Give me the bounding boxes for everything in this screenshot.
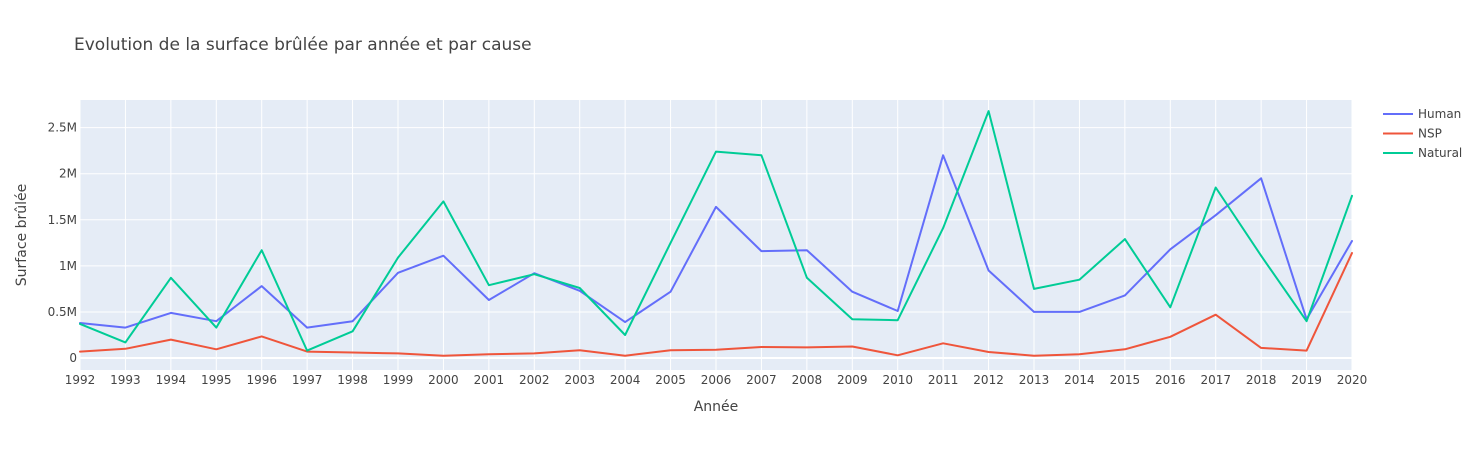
x-tick-label: 2007 xyxy=(746,373,777,387)
series-line-human[interactable] xyxy=(79,154,1353,329)
legend-label: NSP xyxy=(1418,127,1442,141)
legend-label: Natural xyxy=(1418,146,1462,160)
x-tick-label: 2000 xyxy=(428,373,459,387)
y-tick-label: 2M xyxy=(59,167,77,181)
x-axis-ticks: 1992 1993 1994 1995 1996 1997 1998 1999 2000 2001… xyxy=(65,373,1368,387)
y-axis-title: Surface brûlée xyxy=(14,184,30,286)
x-tick-label: 1994 xyxy=(156,373,187,387)
x-tick-label: 2005 xyxy=(655,373,686,387)
x-tick-label: 2010 xyxy=(882,373,913,387)
legend-item-natural[interactable]: Natural xyxy=(1383,146,1462,160)
x-tick-label: 1995 xyxy=(201,373,232,387)
legend[interactable]: Human NSP Natural xyxy=(1383,107,1462,160)
x-tick-label: 2020 xyxy=(1337,373,1368,387)
x-tick-label: 1998 xyxy=(337,373,368,387)
x-tick-label: 2002 xyxy=(519,373,550,387)
x-tick-label: 2003 xyxy=(564,373,595,387)
x-tick-label: 2004 xyxy=(610,373,641,387)
x-tick-label: 2008 xyxy=(792,373,823,387)
x-tick-label: 1997 xyxy=(292,373,323,387)
chart-title: Evolution de la surface brûlée par année… xyxy=(74,35,532,55)
y-tick-label: 1.5M xyxy=(48,213,77,227)
x-tick-label: 2016 xyxy=(1155,373,1186,387)
x-tick-label: 2014 xyxy=(1064,373,1095,387)
series-line-nsp[interactable] xyxy=(79,252,1353,357)
y-tick-label: 2.5M xyxy=(48,121,77,135)
x-tick-label: 1999 xyxy=(383,373,414,387)
y-tick-label: 0 xyxy=(69,351,77,365)
x-tick-label: 2017 xyxy=(1200,373,1231,387)
y-axis-ticks: 0 0.5M 1M 1.5M 2M 2.5M xyxy=(48,121,77,365)
x-tick-label: 1992 xyxy=(65,373,96,387)
x-tick-label: 2012 xyxy=(973,373,1004,387)
x-axis-title: Année xyxy=(694,399,739,415)
x-tick-label: 2011 xyxy=(928,373,959,387)
legend-item-nsp[interactable]: NSP xyxy=(1383,127,1442,141)
series-lines[interactable] xyxy=(79,110,1353,357)
legend-item-human[interactable]: Human xyxy=(1383,107,1461,121)
series-line-natural[interactable] xyxy=(79,110,1353,352)
x-tick-label: 2009 xyxy=(837,373,868,387)
x-tick-label: 2019 xyxy=(1291,373,1322,387)
x-tick-label: 1996 xyxy=(246,373,277,387)
x-tick-label: 2013 xyxy=(1019,373,1050,387)
x-tick-label: 2001 xyxy=(474,373,505,387)
x-tick-label: 1993 xyxy=(110,373,141,387)
x-tick-label: 2006 xyxy=(701,373,732,387)
x-tick-label: 2018 xyxy=(1246,373,1277,387)
x-tick-label: 2015 xyxy=(1110,373,1141,387)
y-tick-label: 0.5M xyxy=(48,305,77,319)
y-tick-label: 1M xyxy=(59,259,77,273)
gridlines xyxy=(79,100,1353,370)
legend-label: Human xyxy=(1418,107,1461,121)
